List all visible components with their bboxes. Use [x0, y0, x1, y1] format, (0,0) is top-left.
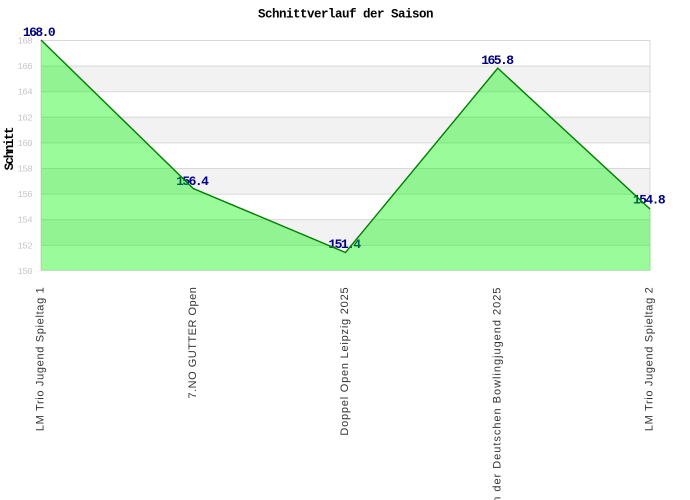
- svg-text:154.8: 154.8: [633, 193, 666, 208]
- svg-text:156.4: 156.4: [176, 174, 209, 189]
- svg-text:Doppel Open Leipzig 2025: Doppel Open Leipzig 2025: [339, 287, 351, 436]
- svg-text:158: 158: [18, 165, 33, 175]
- svg-text:166: 166: [18, 62, 33, 72]
- svg-text:165.8: 165.8: [481, 53, 514, 68]
- svg-text:Schnittverlauf der Saison: Schnittverlauf der Saison: [258, 7, 433, 21]
- svg-text:Meisterschaften der Deutschen: Meisterschaften der Deutschen Bowlingjug…: [491, 287, 503, 500]
- svg-text:152: 152: [18, 241, 33, 251]
- svg-text:168.0: 168.0: [23, 25, 56, 40]
- svg-text:164: 164: [18, 88, 33, 98]
- svg-text:162: 162: [18, 113, 33, 123]
- svg-text:Schnitt: Schnitt: [3, 127, 17, 170]
- svg-text:7.NO GUTTER Open: 7.NO GUTTER Open: [187, 287, 199, 399]
- svg-text:156: 156: [18, 190, 33, 200]
- svg-text:LM Trio Jugend Spieltag 2: LM Trio Jugend Spieltag 2: [644, 287, 656, 432]
- svg-text:160: 160: [18, 139, 33, 149]
- svg-text:168: 168: [18, 37, 33, 47]
- svg-text:LM Trio Jugend Spieltag 1: LM Trio Jugend Spieltag 1: [35, 287, 47, 432]
- svg-text:150: 150: [18, 267, 33, 277]
- svg-text:154: 154: [18, 216, 33, 226]
